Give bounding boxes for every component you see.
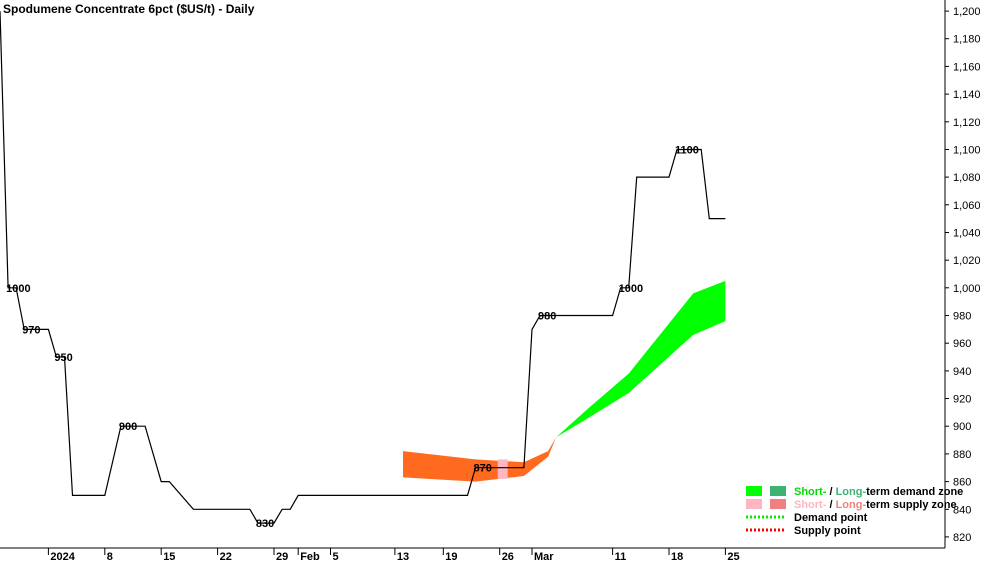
y-tick-label: 1,180 [953,34,981,46]
x-tick-label: 19 [445,551,457,562]
y-tick-label: 1,040 [953,228,981,240]
x-tick-label: 18 [671,551,683,562]
legend-label-part: / [826,486,835,498]
y-tick-label: 1,200 [953,6,981,18]
legend-label-part: / [826,499,835,511]
x-tick-label: 11 [615,551,627,562]
legend-label: Supply point [794,525,861,537]
legend-swatch-long [770,499,786,509]
price-series-line [0,11,726,524]
chart-title: Spodumene Concentrate 6pct ($US/t) - Dai… [3,2,255,16]
x-tick-label: Feb [300,551,320,562]
price-label-900: 900 [119,421,137,433]
legend-label-part: Long- [836,486,867,498]
y-tick-label: 860 [953,477,971,489]
legend-label-part: term supply zone [866,499,956,511]
y-tick-label: 940 [953,366,971,378]
y-tick-label: 980 [953,311,971,323]
y-tick-label: 1,020 [953,255,981,267]
x-tick-label: 13 [397,551,409,562]
y-tick-label: 1,100 [953,145,981,157]
demand-zone-band [556,280,726,438]
y-tick-label: 880 [953,449,971,461]
legend-label: Short- / Long-term demand zone [794,486,963,498]
legend-label-part: Short- [794,486,827,498]
price-label-1100: 1100 [675,145,699,157]
x-tick-label: 5 [333,551,339,562]
y-tick-label: 1,140 [953,89,981,101]
y-tick-label: 960 [953,338,971,350]
x-tick-label: 25 [727,551,739,562]
legend-label-part: Long- [836,499,867,511]
legend-label-part: Short- [794,499,827,511]
legend-swatch-long [770,486,786,496]
price-label-1000: 1000 [6,283,30,295]
legend-label-part: term demand zone [866,486,963,498]
y-tick-label: 900 [953,421,971,433]
legend-label: Demand point [794,512,868,524]
y-tick-label: 1,120 [953,117,981,129]
price-labels-layer: 1000 970 950 900 830 870 980 1000 1100 [6,145,699,531]
zones-layer [403,280,726,482]
legend-swatch-short [746,486,762,496]
x-tick-label: 15 [163,551,175,562]
x-tick-label: 2024 [50,551,75,562]
y-tick-label: 840 [953,504,971,516]
y-tick-label: 920 [953,394,971,406]
x-tick-label: 8 [107,551,113,562]
price-label-970: 970 [22,324,40,336]
price-label-1000: 1000 [619,283,643,295]
y-tick-label: 1,160 [953,61,981,73]
y-tick-label: 820 [953,532,971,544]
supply-zone-highlight [497,459,508,479]
x-tick-label: 22 [220,551,232,562]
legend-label: Short- / Long-term supply zone [794,499,957,511]
price-label-870: 870 [474,463,492,475]
price-label-980: 980 [538,311,556,323]
y-tick-label: 1,080 [953,172,981,184]
price-label-830: 830 [256,518,274,530]
supply-zone-band [403,437,557,482]
x-tick-label: Mar [534,551,554,562]
x-tick-label: 29 [276,551,288,562]
y-tick-label: 1,000 [953,283,981,295]
price-line-layer [0,11,726,524]
x-tick-label: 26 [502,551,514,562]
legend-swatch-short [746,499,762,509]
y-tick-label: 1,060 [953,200,981,212]
price-label-950: 950 [54,352,72,364]
